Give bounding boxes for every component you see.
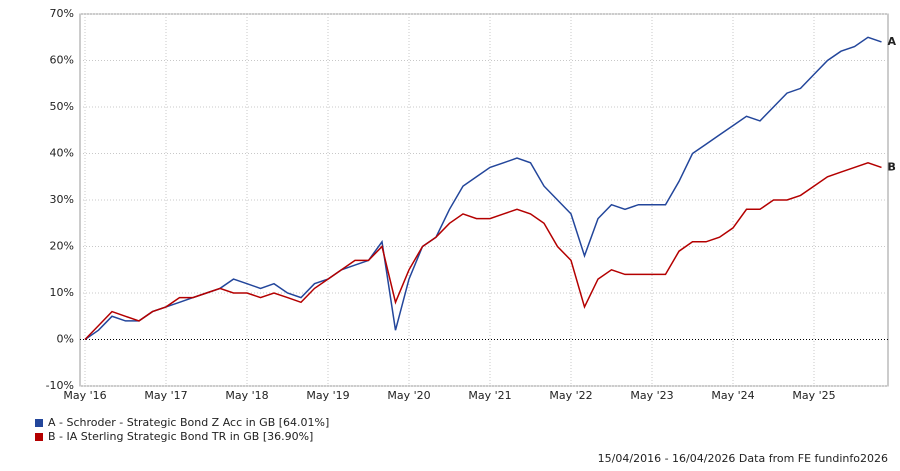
end-label: B — [888, 160, 896, 173]
x-tick-label: May '21 — [468, 389, 511, 402]
x-tick-label: May '16 — [63, 389, 106, 402]
legend-label: B - IA Sterling Strategic Bond TR in GB … — [48, 430, 313, 443]
x-tick-label: May '24 — [711, 389, 754, 402]
y-tick-label: -10% — [46, 379, 74, 392]
y-tick-label: 20% — [50, 240, 74, 253]
x-tick-label: May '20 — [387, 389, 430, 402]
y-tick-label: 10% — [50, 286, 74, 299]
y-tick-label: 40% — [50, 147, 74, 160]
x-tick-label: May '25 — [792, 389, 835, 402]
end-label: A — [888, 35, 897, 48]
legend-swatch — [35, 419, 43, 427]
y-tick-label: 70% — [50, 7, 74, 20]
legend-swatch — [35, 433, 43, 441]
series-line — [84, 162, 882, 341]
x-tick-label: May '18 — [225, 389, 268, 402]
x-tick-label: May '17 — [144, 389, 187, 402]
y-tick-label: 30% — [50, 193, 74, 206]
y-tick-label: 0% — [57, 333, 74, 346]
legend-label: A - Schroder - Strategic Bond Z Acc in G… — [48, 416, 329, 429]
x-tick-label: May '19 — [306, 389, 349, 402]
x-tick-label: May '23 — [630, 389, 673, 402]
plot-frame — [79, 13, 889, 387]
y-tick-label: 50% — [50, 100, 74, 113]
footer: 15/04/2016 - 16/04/2026 Data from FE fun… — [598, 452, 888, 465]
y-tick-label: 60% — [50, 54, 74, 67]
x-tick-label: May '22 — [549, 389, 592, 402]
